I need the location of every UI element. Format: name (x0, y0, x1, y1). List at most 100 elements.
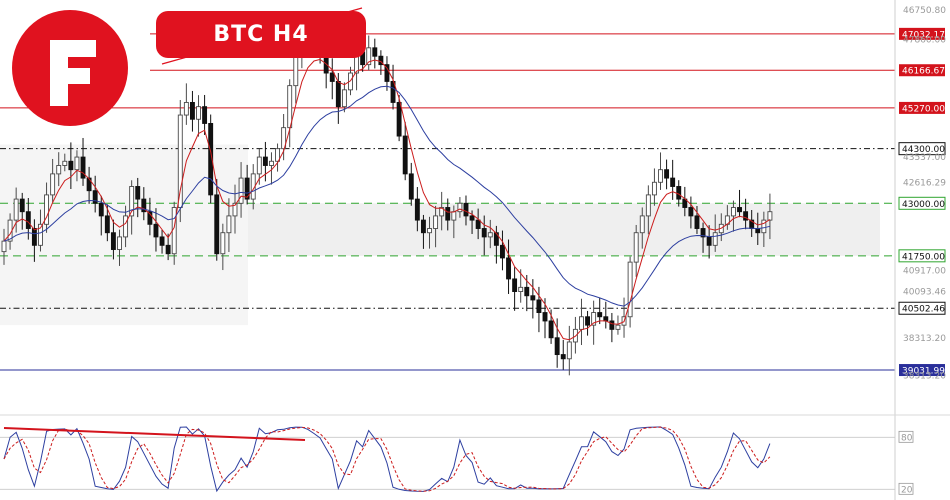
candle-body (542, 312, 548, 322)
candle-body (420, 219, 426, 234)
candle-body (68, 160, 74, 171)
stochastic-panel: 80 20 (0, 426, 914, 495)
price-tick-label: 46750.80 (903, 6, 946, 16)
candle-body (19, 198, 25, 213)
candle-body (651, 181, 657, 196)
candle-body (50, 173, 56, 196)
price-level-label: 45270.00 (902, 104, 945, 114)
candle-body (433, 215, 439, 229)
candle-body (38, 223, 43, 246)
price-tick-label: 38313.20 (903, 372, 946, 382)
candle-body (141, 198, 147, 213)
candle-body (56, 165, 62, 175)
candle-body (153, 223, 159, 238)
candle-body (500, 244, 505, 259)
candle-body (281, 127, 287, 150)
price-level-box (899, 364, 945, 377)
candle-body (293, 55, 299, 87)
candle-body (591, 312, 597, 326)
candle-body (609, 320, 615, 330)
candle-body (390, 80, 396, 103)
stochastic-level-label: 20 (901, 485, 913, 495)
candle-body (366, 47, 372, 66)
candle-body (730, 207, 736, 217)
candle-body (530, 295, 536, 301)
price-level-label: 46166.67 (902, 67, 945, 77)
price-level-label: 43000.00 (902, 200, 945, 210)
candle-body (743, 211, 749, 221)
candle-body (451, 211, 457, 221)
price-level-box (898, 196, 946, 210)
candle-body (220, 232, 226, 255)
candle-body (62, 160, 68, 166)
moving-averages (3, 58, 771, 341)
candle-body (189, 101, 195, 120)
candle-body (427, 228, 432, 234)
candle-body (566, 341, 572, 360)
candle-body (123, 215, 129, 238)
candle-body (378, 55, 384, 66)
chart-title: BTC H4 (156, 11, 366, 58)
candle-body (469, 215, 475, 221)
candle-body (481, 228, 487, 238)
candle-body (700, 228, 706, 238)
candle-body (275, 148, 280, 162)
candle-body (262, 156, 268, 166)
price-level-label: 40502.46 (902, 305, 945, 315)
candle-body (135, 186, 141, 200)
stochastic-d-line (3, 426, 771, 492)
candle-body (98, 202, 104, 217)
candle-body (341, 89, 347, 108)
candle-body (226, 215, 232, 234)
price-level-box (898, 249, 946, 263)
candle-body (13, 198, 19, 221)
candle-body (694, 215, 700, 229)
candle-body (372, 47, 378, 57)
price-level-label: 47032.17 (902, 30, 945, 40)
candle-body (487, 232, 493, 238)
candle-body (457, 202, 463, 213)
candle-body (104, 215, 110, 234)
candle-body (1, 240, 7, 253)
price-levels: 47032.17 46166.67 45270.00 44300.00 43000.00… (0, 27, 946, 377)
candle-body (44, 194, 50, 225)
candle-body (548, 320, 554, 339)
candle-body (579, 316, 584, 330)
candle-body (463, 202, 469, 217)
candlesticks (1, 21, 773, 376)
price-level-box (899, 27, 945, 40)
price-level-box (899, 101, 945, 114)
candle-body (165, 244, 171, 255)
slow-moving-average-line (3, 85, 771, 307)
candle-body (524, 286, 530, 297)
stochastic-level-box (898, 430, 914, 443)
price-level-label: 41750.00 (902, 252, 945, 262)
candle-body (238, 177, 244, 204)
price-tick-label: 38313.20 (903, 334, 946, 344)
candle-body (384, 64, 390, 82)
price-level-box (898, 301, 946, 315)
price-tick-label: 42616.29 (903, 178, 946, 188)
candle-body (439, 207, 445, 217)
price-tick-label: 47860.00 (903, 35, 946, 45)
divergence-trendline (3, 427, 306, 441)
candle-body (706, 236, 712, 246)
candle-body (506, 257, 511, 280)
candle-body (287, 85, 293, 129)
candle-body (627, 261, 633, 318)
candle-body (80, 156, 86, 179)
brand-logo-icon (12, 10, 128, 126)
candle-body (402, 135, 408, 175)
candle-body (767, 211, 773, 221)
candle-body (688, 207, 694, 217)
stochastic-level-label: 80 (901, 433, 913, 443)
candle-body (560, 354, 566, 360)
price-level-label: 44300.00 (902, 145, 945, 155)
candle-body (256, 156, 262, 175)
candle-body (25, 211, 31, 229)
candle-body (86, 177, 92, 192)
candle-body (633, 232, 639, 263)
candle-body (214, 194, 220, 255)
candle-body (518, 286, 524, 292)
